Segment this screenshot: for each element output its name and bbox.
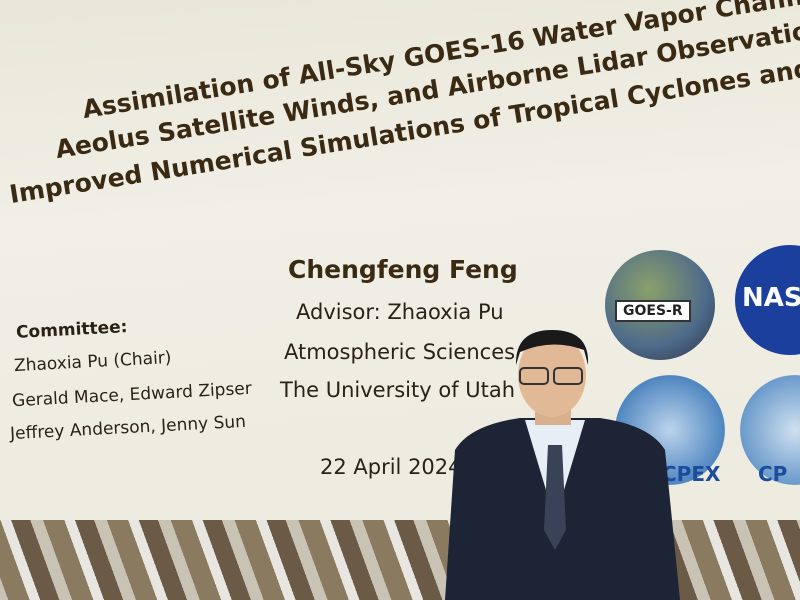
- cpex-label: CP: [758, 462, 788, 486]
- goes-label: GOES-R: [615, 300, 691, 322]
- glasses: [553, 367, 583, 385]
- department: Atmospheric Sciences: [284, 340, 516, 364]
- cpex-label: CPEX: [662, 462, 721, 486]
- glasses: [519, 367, 549, 385]
- tie: [544, 445, 566, 550]
- hair: [515, 330, 589, 365]
- advisor: Advisor: Zhaoxia Pu: [296, 300, 504, 324]
- date: 22 April 2024: [320, 455, 462, 479]
- nasa-label: NAS: [742, 283, 800, 313]
- presenter: Chengfeng Feng: [288, 255, 518, 284]
- face: [518, 333, 586, 417]
- university: The University of Utah: [280, 378, 516, 402]
